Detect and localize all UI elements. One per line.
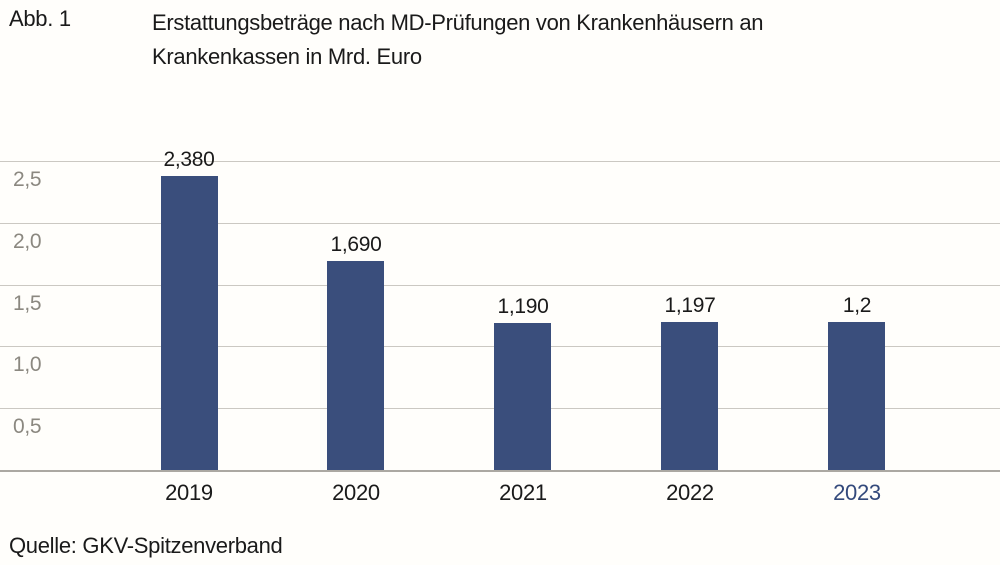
bar-value-label: 1,690 [330, 233, 382, 256]
y-tick-label: 1,0 [13, 353, 42, 376]
bar-value-label: 2,380 [163, 148, 215, 171]
bar-value-label: 1,2 [842, 294, 872, 317]
x-tick-label-2020: 2020 [332, 480, 380, 505]
y-tick-label: 1,5 [13, 292, 42, 315]
x-tick-label-2022: 2022 [666, 480, 714, 505]
chart-title-line1: Erstattungsbeträge nach MD-Prüfungen von… [152, 10, 764, 35]
bar-2019 [161, 176, 218, 470]
y-tick-label: 0,5 [13, 415, 42, 438]
bar-2021 [494, 323, 551, 470]
gridline [0, 285, 1000, 286]
x-tick-label-2023: 2023 [833, 480, 881, 505]
bar-value-label: 1,190 [497, 295, 549, 318]
x-tick-label-2019: 2019 [165, 480, 213, 505]
y-tick-label: 2,0 [13, 230, 42, 253]
chart-title-line2: Krankenkassen in Mrd. Euro [152, 44, 422, 69]
x-tick-label-2021: 2021 [499, 480, 547, 505]
chart-title: Erstattungsbeträge nach MD-Prüfungen von… [152, 6, 764, 74]
bar-2023 [828, 322, 885, 470]
bar-2022 [661, 322, 718, 470]
bar-2020 [327, 261, 384, 470]
source-note: Quelle: GKV-Spitzenverband [9, 533, 283, 558]
x-axis-line [0, 470, 1000, 472]
bar-value-label: 1,197 [664, 294, 716, 317]
gridline [0, 223, 1000, 224]
y-tick-label: 2,5 [13, 168, 42, 191]
figure-number: Abb. 1 [9, 6, 71, 31]
gridline [0, 161, 1000, 162]
